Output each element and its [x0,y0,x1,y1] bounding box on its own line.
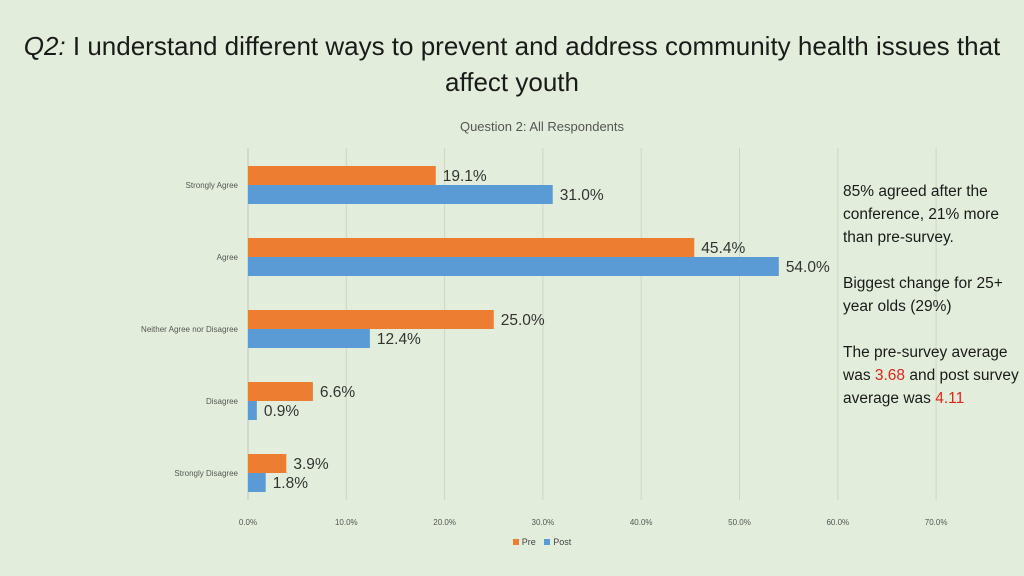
chart-title: Question 2: All Respondents [459,119,625,134]
bar-pre [248,310,494,329]
x-tick-label: 10.0% [335,518,358,527]
note-averages: The pre-survey average was 3.68 and post… [843,341,1024,410]
bar-post [248,473,266,492]
note-averages-text-a: The pre-survey average was [843,344,1008,384]
summary-notes: 85% agreed after the conference, 21% mor… [843,180,1024,433]
data-label: 31.0% [560,187,604,204]
data-label: 25.0% [501,312,545,329]
data-label: 12.4% [377,331,421,348]
bar-pre [248,166,436,185]
x-tick-label: 50.0% [728,518,751,527]
legend-swatch-post [544,539,551,545]
data-label: 3.9% [293,456,329,473]
title-question-number: Q2: [23,31,66,61]
data-label: 6.6% [320,384,356,401]
bar-post [248,185,553,204]
legend-label-pre: Pre [521,537,536,547]
x-tick-label: 60.0% [826,518,849,527]
bar-pre [248,238,695,257]
pre-average-value: 3.68 [874,367,906,384]
title-question-text: I understand different ways to prevent a… [65,31,1001,97]
note-averages-text-b: and post survey average was [843,367,1019,407]
legend-item-post: Post [544,537,571,547]
post-average-value: 4.11 [935,390,965,407]
bar-pre [248,382,313,401]
bar-post [248,257,779,276]
data-label: 54.0% [786,259,830,276]
x-tick-label: 0.0% [239,518,257,527]
data-label: 45.4% [701,240,745,257]
category-label: Agree [217,253,239,262]
legend-item-pre: Pre [512,537,536,547]
legend-label-post: Post [553,537,572,547]
bar-pre [248,454,287,473]
x-tick-label: 40.0% [630,518,653,527]
data-label: 0.9% [264,403,300,420]
x-tick-label: 70.0% [925,518,948,527]
category-label: Strongly Agree [186,181,239,190]
legend-swatch-pre [512,539,519,545]
bar-post [248,329,370,348]
slide-title: Q2: I understand different ways to preve… [0,28,1024,100]
bar-post [248,401,257,420]
data-label: 1.8% [273,475,309,492]
chart-legend: Pre Post [0,537,1024,547]
note-biggest-change: Biggest change for 25+ year olds (29%) [843,275,1003,315]
x-tick-label: 20.0% [433,518,456,527]
note-agreement: 85% agreed after the conference, 21% mor… [843,183,999,246]
category-label: Disagree [206,397,239,406]
category-label: Strongly Disagree [174,469,238,478]
data-label: 19.1% [443,168,487,185]
x-tick-label: 30.0% [532,518,555,527]
category-label: Neither Agree nor Disagree [141,325,238,334]
